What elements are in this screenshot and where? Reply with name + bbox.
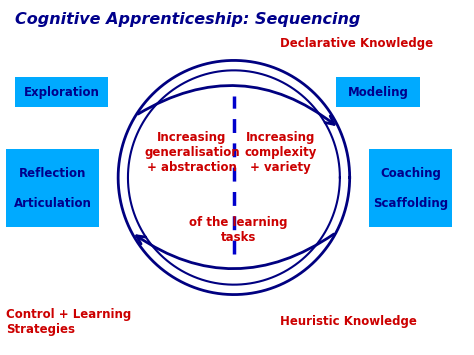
Text: Increasing
complexity
+ variety: Increasing complexity + variety — [244, 131, 317, 174]
Text: Exploration: Exploration — [24, 86, 100, 99]
Text: Increasing
generalisation
+ abstraction: Increasing generalisation + abstraction — [144, 131, 240, 174]
Text: Heuristic Knowledge: Heuristic Knowledge — [281, 315, 417, 328]
Text: Coaching

Scaffolding: Coaching Scaffolding — [373, 166, 448, 209]
Text: Reflection

Articulation: Reflection Articulation — [14, 166, 91, 209]
Text: Declarative Knowledge: Declarative Knowledge — [281, 37, 434, 50]
Text: Cognitive Apprenticeship: Sequencing: Cognitive Apprenticeship: Sequencing — [15, 12, 361, 27]
FancyBboxPatch shape — [369, 149, 453, 227]
FancyBboxPatch shape — [336, 77, 420, 107]
Text: Modeling: Modeling — [347, 86, 409, 99]
Text: of the learning
tasks: of the learning tasks — [189, 216, 288, 244]
FancyBboxPatch shape — [15, 77, 109, 107]
FancyBboxPatch shape — [6, 149, 99, 227]
Text: Control + Learning
Strategies: Control + Learning Strategies — [6, 308, 131, 336]
